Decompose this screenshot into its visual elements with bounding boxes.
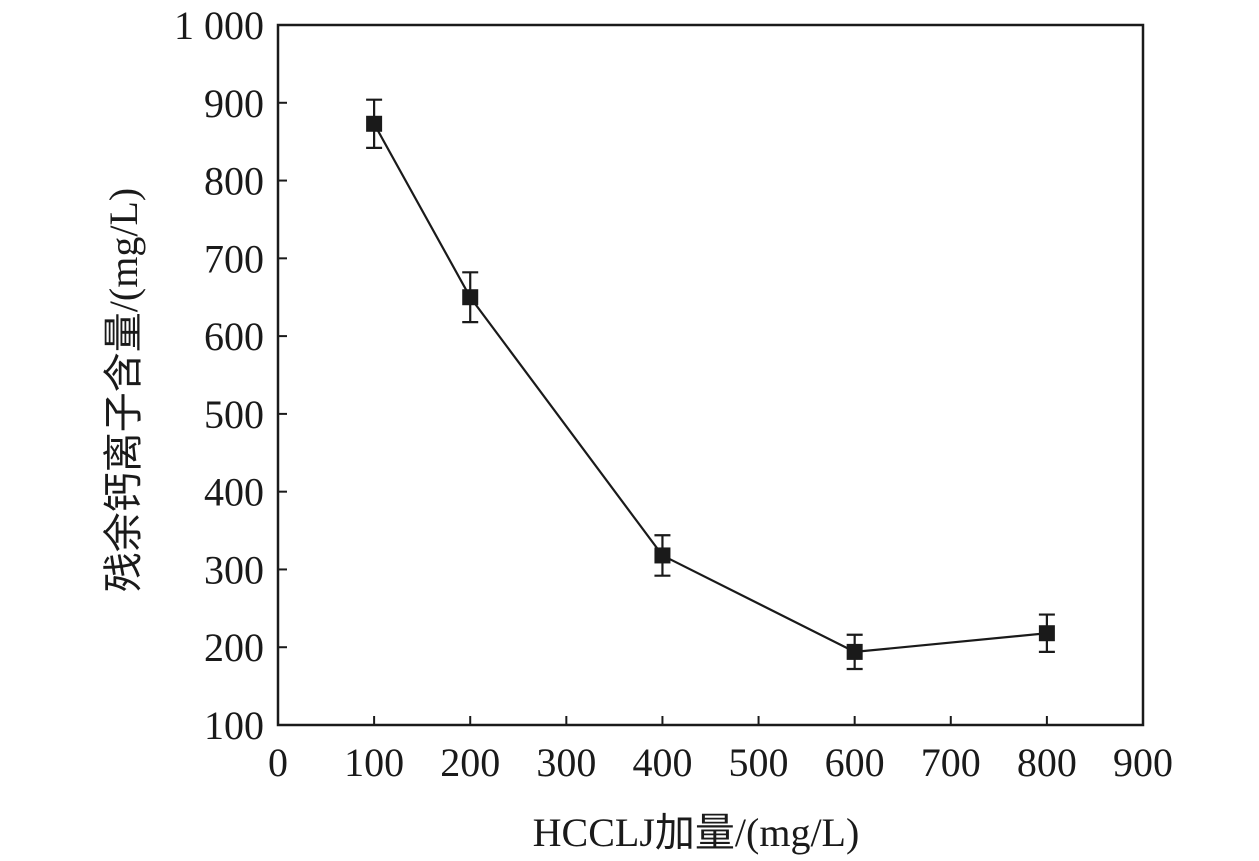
y-tick-label: 500 [204,392,264,437]
data-point-marker [1038,625,1055,642]
y-tick-label: 300 [204,547,264,592]
x-tick-label: 0 [268,740,288,785]
data-point-marker [846,643,863,660]
y-tick-label: 100 [204,703,264,748]
y-tick-label: 700 [204,236,264,281]
x-tick-label: 100 [344,740,404,785]
y-tick-label: 1 000 [174,3,264,48]
x-tick-label: 900 [1113,740,1173,785]
y-axis-title: 残余钙离子含量/(mg/L) [101,188,146,592]
series-line [373,123,1047,654]
data-point-marker [654,547,671,564]
y-tick-label: 400 [204,470,264,515]
x-axis-title: HCCLJ加量/(mg/L) [533,810,860,855]
x-tick-label: 800 [1017,740,1077,785]
x-tick-label: 700 [921,740,981,785]
y-tick-label: 800 [204,159,264,204]
data-point-marker [462,289,479,306]
x-tick-label: 600 [825,740,885,785]
y-axis-ticks [278,24,287,726]
y-tick-label: 600 [204,314,264,359]
x-tick-label: 200 [440,740,500,785]
plot-frame [276,23,1145,727]
series-layer [366,98,1055,671]
x-tick-label: 400 [632,740,692,785]
y-tick-label: 900 [204,81,264,126]
data-point-marker [366,115,383,132]
y-axis-tick-labels: 100 200 300 400 500 600 700 800 900 1 000 [174,3,264,748]
x-axis-ticks [277,716,1144,725]
x-axis-tick-labels: 0 100 200 300 400 500 600 700 800 900 [268,740,1173,785]
x-tick-label: 500 [729,740,789,785]
y-tick-label: 200 [204,625,264,670]
x-tick-label: 300 [536,740,596,785]
